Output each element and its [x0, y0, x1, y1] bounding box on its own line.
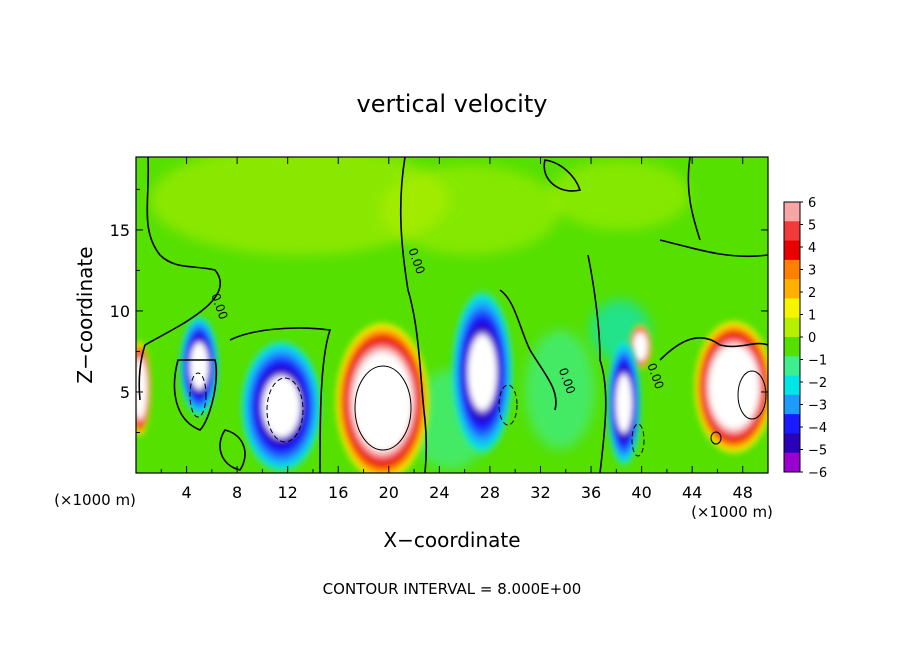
- x-tick-label: 44: [682, 483, 702, 502]
- downdraft-core-4: [178, 314, 220, 418]
- x-tick-label: 32: [530, 483, 550, 502]
- background-shading: [150, 157, 690, 470]
- contour-line: [266, 377, 304, 443]
- colorbar-segment: [784, 414, 800, 434]
- colorbar-label: −5: [808, 444, 827, 459]
- downdraft-core-7: [606, 338, 642, 469]
- colorbar-label: −3: [808, 399, 827, 414]
- colorbar-segment: [784, 433, 800, 454]
- x-axis-label: X−coordinate: [383, 528, 520, 552]
- contour-line: [399, 157, 428, 473]
- x-tick-label: 36: [581, 483, 601, 502]
- colorbar-label: 0: [808, 331, 816, 346]
- y-tick-label: 15: [110, 221, 130, 240]
- positive-contours: [354, 365, 767, 451]
- x-tick-label: 40: [631, 483, 651, 502]
- colorbar-label: 3: [808, 264, 816, 279]
- x-unit-right: (×1000 m): [691, 503, 773, 521]
- contour-interval-footer: CONTOUR INTERVAL = 8.000E+00: [323, 580, 582, 598]
- contour-line: [737, 370, 767, 420]
- contour-line: [687, 157, 701, 241]
- x-tick-label: 16: [328, 483, 348, 502]
- colorbar-label: −2: [808, 376, 827, 391]
- x-tick-label: 48: [733, 483, 753, 502]
- colorbar-segment: [784, 221, 800, 242]
- velocity-features: [136, 288, 768, 473]
- colorbar-segment: [784, 356, 800, 377]
- contour-line: [498, 384, 518, 426]
- x-axis-ticks: 4 8 12 16 20 24 28 32 36 40 44 48: [160, 157, 753, 502]
- x-tick-label: 12: [278, 483, 298, 502]
- colorbar-label: 5: [808, 219, 816, 234]
- colorbar-segment: [784, 279, 800, 299]
- colorbar-label: −6: [808, 466, 827, 481]
- colorbar: 6 5 4 3 2 1 0 −1 −2 −3 −4 −5 −6: [783, 196, 827, 481]
- colorbar-segment: [784, 337, 800, 357]
- contour-line: [173, 359, 218, 431]
- colorbar-label: −1: [808, 354, 827, 369]
- chart-title: vertical velocity: [357, 90, 548, 118]
- contour-line: [710, 431, 722, 445]
- colorbar-label: 6: [808, 196, 816, 211]
- x-tick-label: 28: [480, 483, 500, 502]
- colorbar-label: 4: [808, 241, 816, 256]
- colorbar-label: −4: [808, 421, 827, 436]
- colorbar-label: 2: [808, 286, 816, 301]
- updraft-core-1: [693, 319, 768, 456]
- y-axis-label: Z−coordinate: [73, 246, 97, 383]
- colorbar-segment: [784, 317, 800, 338]
- contour-line: [219, 429, 246, 471]
- downdraft-core-5: [239, 338, 324, 473]
- contour-line: [138, 157, 222, 401]
- x-tick-label: 20: [379, 483, 399, 502]
- contour-line: [229, 327, 332, 473]
- y-axis-ticks: 5 10 15: [110, 188, 768, 433]
- colorbar-segment: [784, 259, 800, 280]
- colorbar-label: 1: [808, 309, 816, 324]
- contour-line: [659, 336, 768, 361]
- y-tick-label: 10: [110, 302, 130, 321]
- negative-contours: [189, 372, 645, 457]
- contour-line: [659, 239, 768, 258]
- updraft-core-0: [334, 320, 431, 473]
- colorbar-segment: [784, 394, 800, 415]
- contour-line: [587, 254, 607, 473]
- plot-area: 0.000.000.00 0.00: [136, 157, 768, 473]
- colorbar-segment: [784, 202, 800, 222]
- colorbar-segment: [784, 452, 800, 473]
- x-unit-left: (×1000 m): [54, 491, 136, 509]
- colorbar-segment: [784, 375, 800, 396]
- colorbar-segment: [784, 298, 800, 319]
- downdraft-core-6: [450, 288, 514, 457]
- contour-line: [543, 159, 582, 192]
- x-tick-label: 4: [181, 483, 191, 502]
- y-tick-label: 5: [120, 383, 130, 402]
- zero-contours: [138, 157, 768, 473]
- contour-line: [631, 423, 645, 457]
- x-tick-label: 8: [232, 483, 242, 502]
- plot-frame: [135, 156, 769, 474]
- x-tick-label: 24: [429, 483, 449, 502]
- colorbar-segment: [784, 240, 800, 261]
- contour-line: [354, 365, 412, 451]
- contour-line: [499, 289, 557, 411]
- contour-line: [189, 372, 207, 418]
